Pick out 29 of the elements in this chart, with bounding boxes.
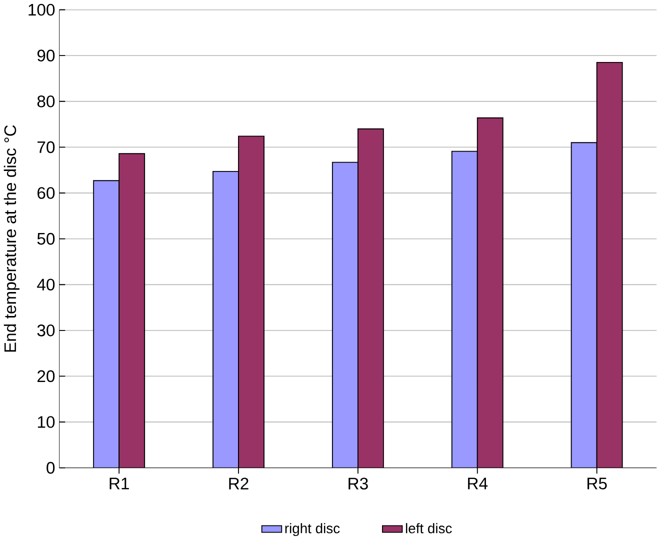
y-tick-label: 20 xyxy=(38,370,55,382)
y-tick-label: 10 xyxy=(38,416,55,428)
bar xyxy=(93,180,120,468)
legend-label: right disc xyxy=(285,523,340,536)
bar xyxy=(451,151,478,468)
y-tick-label: 90 xyxy=(37,50,55,62)
bar xyxy=(238,136,264,468)
bar xyxy=(212,171,239,468)
bar xyxy=(118,153,146,468)
y-tick-label: 70 xyxy=(38,142,55,154)
x-tick-label: R5 xyxy=(588,478,607,490)
y-tick-label: 0 xyxy=(46,462,55,474)
y-tick-label: 50 xyxy=(37,233,55,245)
y-tick-label: 60 xyxy=(38,187,55,200)
x-tick-label: R3 xyxy=(348,478,368,490)
y-tick-label: 80 xyxy=(37,96,55,108)
x-tick-label: R1 xyxy=(110,478,129,490)
x-tick-label: R4 xyxy=(468,478,488,490)
bar xyxy=(476,118,504,468)
y-axis-title: End temperature at the disc °C xyxy=(4,125,20,352)
y-tick-label: 40 xyxy=(37,278,55,291)
bar xyxy=(332,162,358,468)
bar xyxy=(596,62,623,468)
bar xyxy=(357,128,384,468)
y-tick-label: 30 xyxy=(37,324,55,337)
x-tick-label: R2 xyxy=(229,478,248,490)
y-tick-label: 100 xyxy=(28,4,55,16)
bar xyxy=(570,142,598,468)
legend-label: left disc xyxy=(406,523,452,534)
